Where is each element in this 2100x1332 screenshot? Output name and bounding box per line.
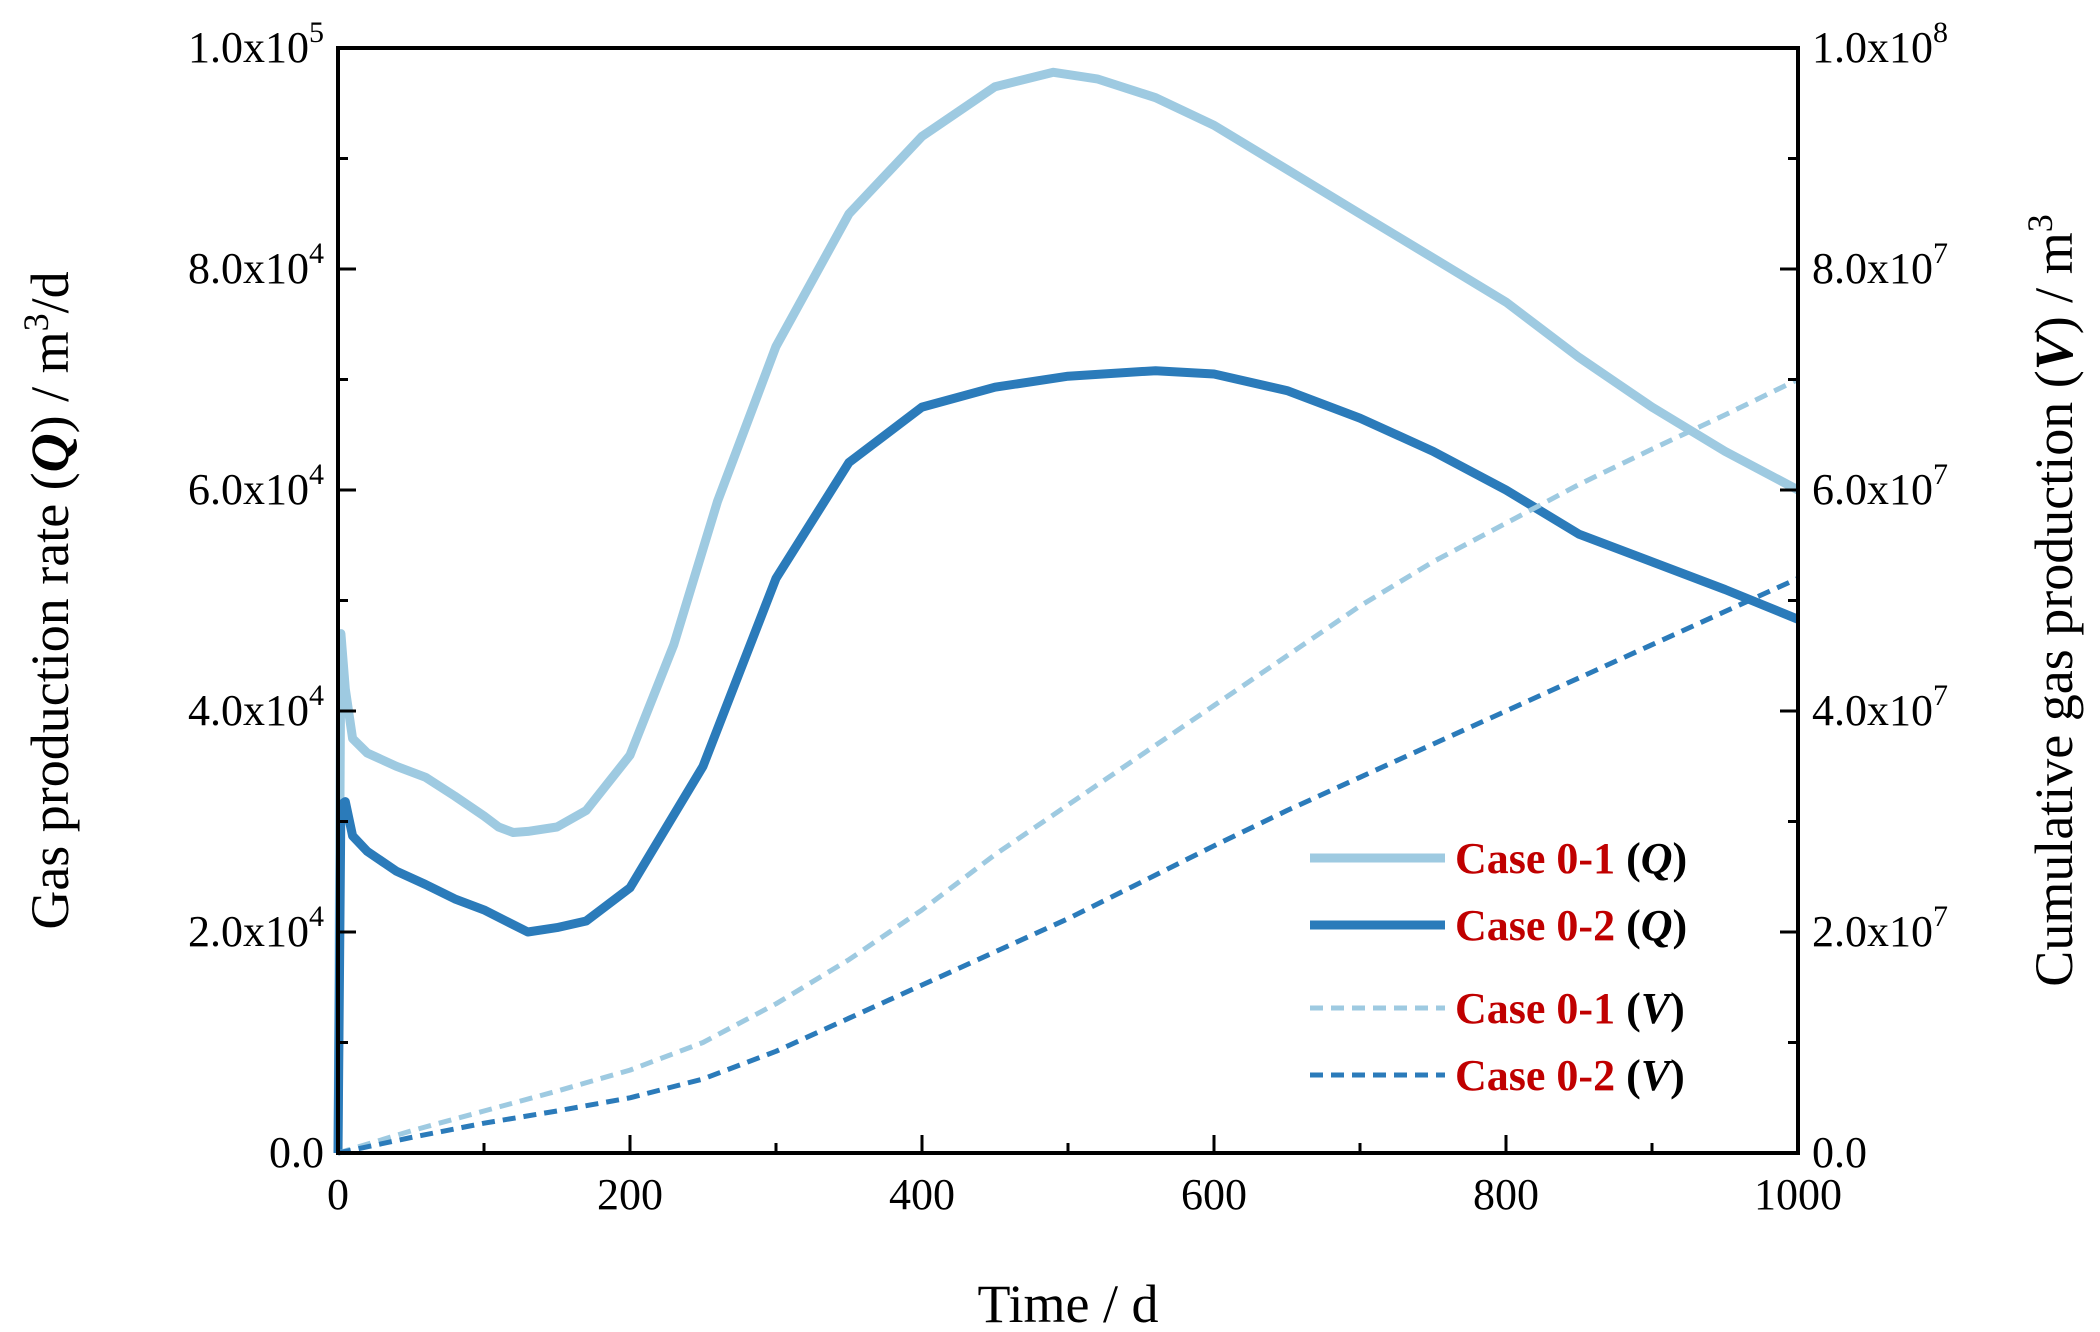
axes: 0 200 400 600 800 10000.02.0x1044.0x1046.0x10… — [188, 16, 1948, 1219]
y-tick-label: 6.0x104 — [188, 458, 324, 514]
y2-tick-label: 1.0x108 — [1812, 16, 1948, 72]
series-line-case-0-2-q — [333, 366, 1800, 1154]
y-tick-label: 0.0 — [269, 1128, 324, 1177]
legend-label: Case 0-2 (V) — [1455, 1051, 1685, 1100]
x-tick-label: 200 — [597, 1170, 663, 1219]
legend: Case 0-1 (Q) Case 0-2 (Q) Case 0-1 (V) Case… — [1310, 834, 1687, 1100]
legend-label: Case 0-1 (V) — [1455, 984, 1685, 1033]
x-axis-title: Time / d — [977, 1274, 1158, 1332]
x-tick-label: 0 — [327, 1170, 349, 1219]
x-tick-label: 600 — [1181, 1170, 1247, 1219]
y2-tick-label: 2.0x107 — [1812, 900, 1948, 956]
axis-titles: Time / d Gas production rate (Q) / m3/d Cu… — [16, 214, 2084, 1332]
x-tick-label: 1000 — [1754, 1170, 1842, 1219]
y-tick-label: 8.0x104 — [188, 237, 324, 293]
series-line-case-0-1-q — [333, 67, 1801, 1154]
legend-label: Case 0-2 (Q) — [1455, 901, 1687, 950]
legend-label: Case 0-1 (Q) — [1455, 834, 1687, 883]
y2-tick-label: 0.0 — [1812, 1128, 1867, 1177]
series-line-case-0-2-v — [337, 576, 1800, 1156]
series-line-case-0-1-v — [337, 377, 1800, 1156]
x-tick-label: 800 — [1473, 1170, 1539, 1219]
x-tick-label: 400 — [889, 1170, 955, 1219]
y2-axis-title: Cumulative gas production (V) / m3 — [2020, 214, 2084, 986]
y2-tick-label: 6.0x107 — [1812, 458, 1948, 514]
y2-tick-label: 4.0x107 — [1812, 679, 1948, 735]
y2-tick-label: 8.0x107 — [1812, 237, 1948, 293]
y-tick-label: 4.0x104 — [188, 679, 324, 735]
series-layer — [333, 67, 1801, 1156]
y-tick-label: 2.0x104 — [188, 900, 324, 956]
y-axis-title: Gas production rate (Q) / m3/d — [16, 271, 80, 929]
y-tick-label: 1.0x105 — [188, 16, 324, 72]
